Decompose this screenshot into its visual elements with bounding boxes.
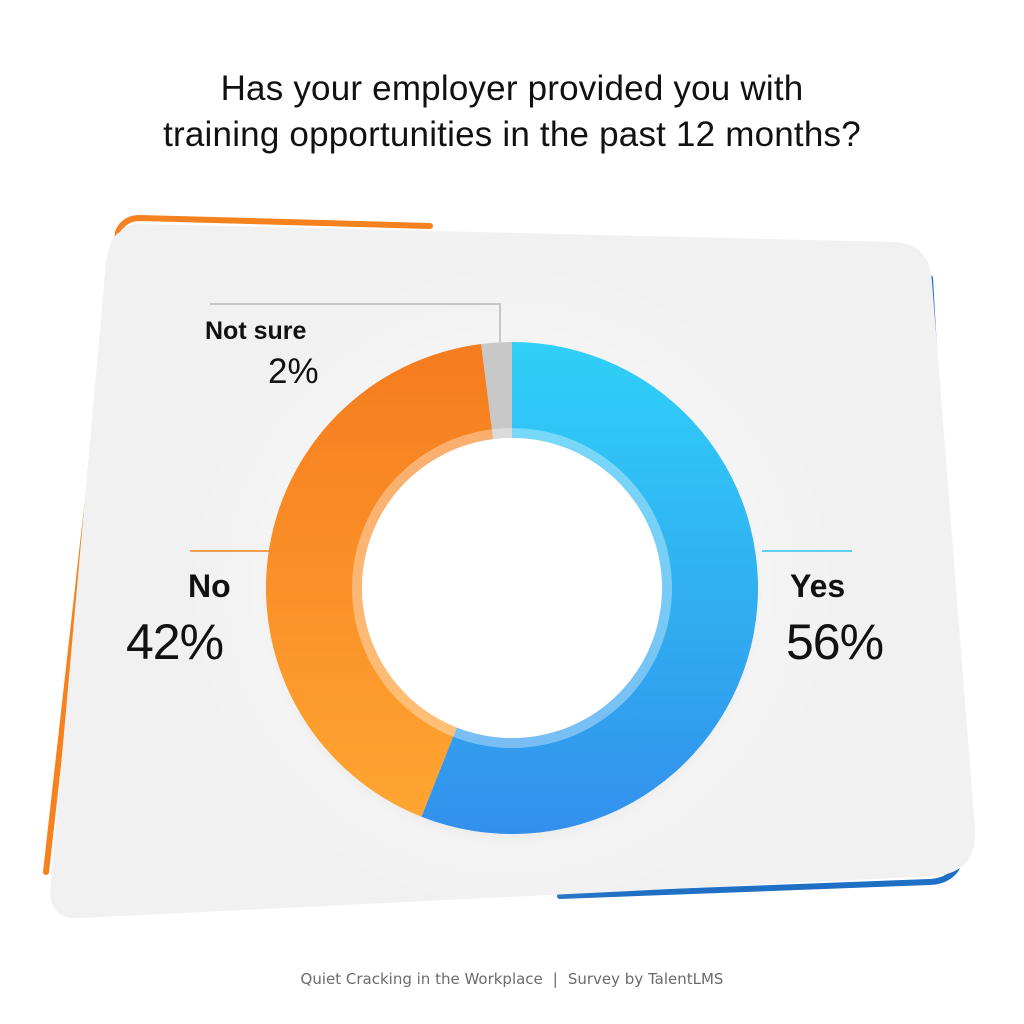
chart-title-line-1: Has your employer provided you with	[220, 69, 804, 108]
card-accent-orange	[43, 214, 433, 875]
leader-line-not-sure	[210, 303, 501, 342]
label-not-sure-name: Not sure	[205, 317, 307, 345]
chart-title: Has your employer provided you with trai…	[40, 66, 984, 158]
label-no-name: No	[188, 568, 231, 604]
slice-no	[266, 343, 494, 817]
slice-not-sure	[481, 342, 512, 440]
footer-credit: Survey by TalentLMS	[567, 970, 724, 988]
footer: Quiet Cracking in the Workplace | Survey b…	[0, 970, 1024, 988]
label-not-sure-value: 2%	[268, 352, 319, 391]
chart-title-line-2: training opportunities in the past 12 mo…	[163, 115, 861, 154]
footer-separator: |	[552, 970, 558, 988]
donut-hole	[362, 438, 662, 738]
label-yes-name: Yes	[790, 568, 846, 604]
slice-yes	[421, 342, 758, 834]
label-yes-value: 56%	[786, 614, 884, 670]
footer-source: Quiet Cracking in the Workplace	[300, 970, 543, 988]
label-no-value: 42%	[126, 614, 224, 670]
